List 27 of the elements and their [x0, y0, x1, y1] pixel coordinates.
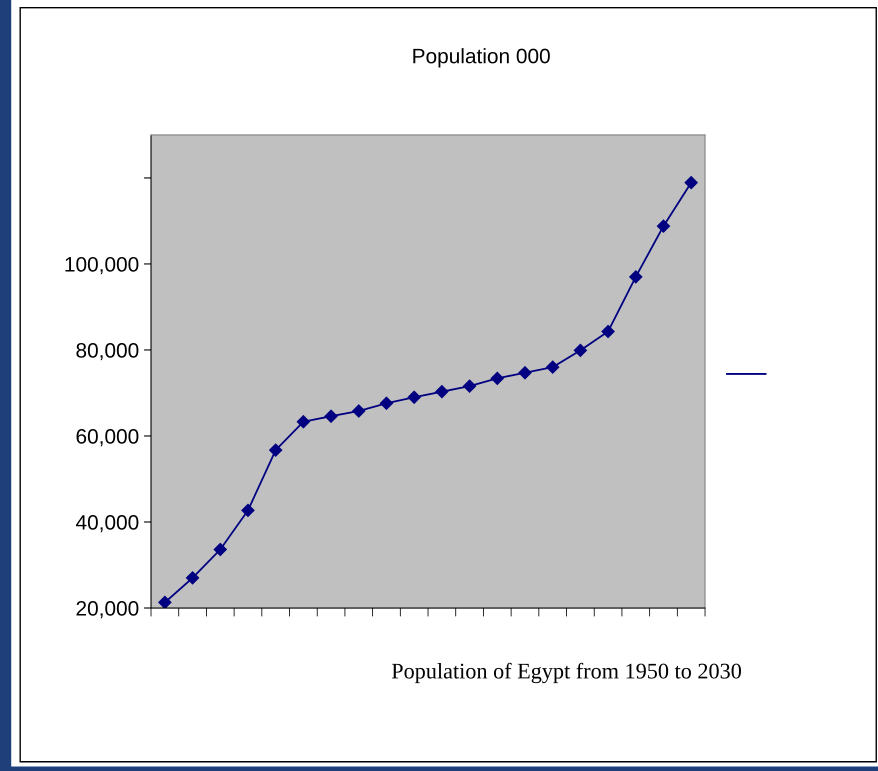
point — [490, 372, 504, 385]
point — [296, 415, 310, 428]
point — [352, 404, 366, 418]
y-tick-label: 80,000 — [76, 342, 138, 360]
point — [462, 380, 476, 393]
point — [518, 366, 532, 380]
point — [574, 344, 587, 357]
point — [656, 220, 670, 233]
point — [408, 390, 421, 404]
y-tick-label: 60,000 — [76, 428, 138, 446]
point — [269, 444, 282, 457]
point — [214, 542, 227, 556]
y-tick-label: 20,000 — [76, 601, 138, 618]
point — [158, 596, 172, 608]
point — [629, 270, 642, 284]
point — [186, 571, 200, 584]
x-axis-title: Population of Egypt from 1950 to 2030 — [392, 662, 741, 684]
point — [324, 410, 338, 423]
chart-title: Population 000 — [413, 48, 550, 68]
y-tick-label: 100,000 — [66, 256, 138, 274]
point — [546, 360, 560, 374]
point — [684, 176, 698, 190]
point — [435, 385, 448, 398]
point — [380, 396, 394, 410]
y-tick-label: 40,000 — [76, 514, 138, 532]
point — [241, 504, 255, 517]
point — [601, 324, 615, 338]
